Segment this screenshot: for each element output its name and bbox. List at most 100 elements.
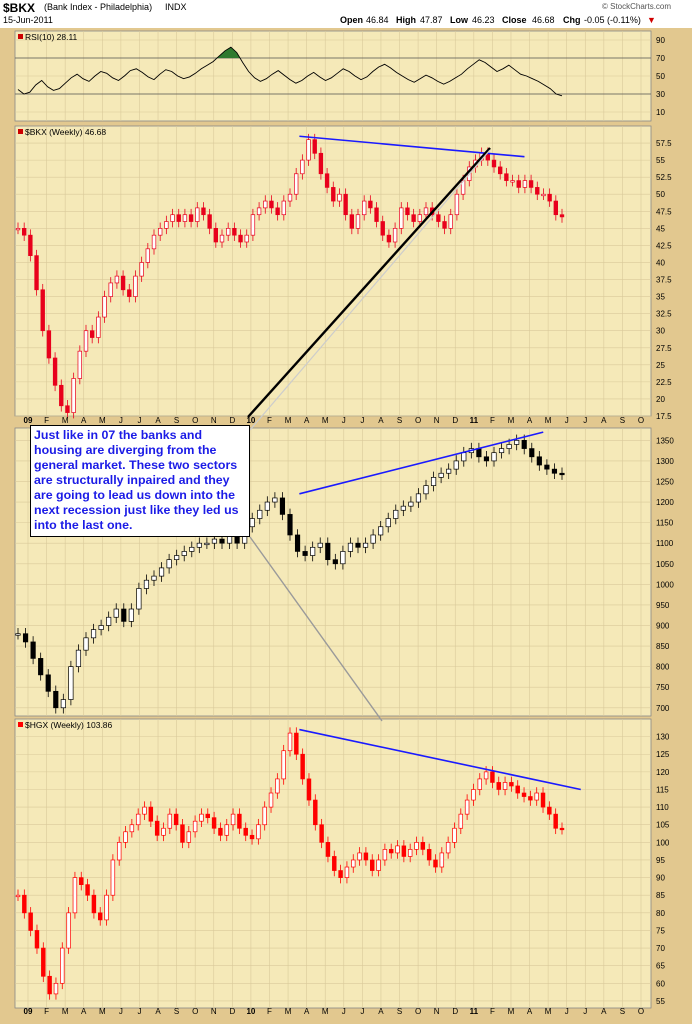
x-tick-label: J xyxy=(342,1007,346,1016)
y-tick-label: 50 xyxy=(656,72,665,81)
candle-body xyxy=(263,200,268,209)
candle-body xyxy=(15,228,21,231)
candle-body xyxy=(182,214,188,222)
candle-body xyxy=(106,616,112,626)
candle-body xyxy=(224,824,229,836)
candle-body xyxy=(237,813,242,829)
candle-body xyxy=(491,159,497,168)
candle-body xyxy=(143,579,150,589)
x-tick-label: F xyxy=(490,416,495,425)
candle-body xyxy=(123,831,128,843)
y-tick-label: 65 xyxy=(656,962,665,971)
candle-body xyxy=(256,207,262,216)
candle-body xyxy=(293,173,299,195)
candle-body xyxy=(79,877,84,885)
candle-body xyxy=(52,357,58,386)
candle-body xyxy=(349,214,355,229)
candle-body xyxy=(218,827,223,836)
x-tick-label: J xyxy=(119,416,123,425)
candle-body xyxy=(219,538,225,544)
candle-body xyxy=(116,842,122,861)
candle-body xyxy=(498,448,505,454)
candle-body xyxy=(98,912,103,921)
candle-body xyxy=(108,282,113,297)
y-tick-label: 110 xyxy=(656,803,669,812)
x-tick-label: A xyxy=(155,1007,161,1016)
candle-body xyxy=(180,824,185,843)
y-tick-label: 80 xyxy=(656,909,665,918)
candle-body xyxy=(343,193,348,216)
y-tick-label: 1300 xyxy=(656,457,674,466)
x-tick-label: M xyxy=(545,1007,552,1016)
candle-body xyxy=(497,166,503,175)
x-tick-label: M xyxy=(508,1007,515,1016)
chart-date: 15-Jun-2011 xyxy=(3,15,53,25)
candle-body xyxy=(547,806,552,815)
x-tick-label: A xyxy=(378,416,384,425)
candle-body xyxy=(22,894,27,914)
candle-body xyxy=(332,559,338,565)
y-tick-label: 120 xyxy=(656,768,670,777)
candle-body xyxy=(490,771,495,783)
panel-title: $BKX (Weekly) 46.68 xyxy=(25,127,106,137)
candle-body xyxy=(22,633,29,643)
candle-body xyxy=(66,912,71,949)
candle-body xyxy=(91,894,97,914)
x-tick-label: J xyxy=(137,416,141,425)
candle-body xyxy=(386,234,392,243)
candle-body xyxy=(158,567,165,577)
candle-body xyxy=(71,378,76,413)
candle-body xyxy=(515,785,520,794)
y-tick-label: 1150 xyxy=(656,519,674,528)
trendline xyxy=(299,728,581,791)
y-tick-label: 950 xyxy=(656,601,670,610)
candle-body xyxy=(445,842,451,854)
index-name: (Bank Index - Philadelphia) xyxy=(44,2,153,12)
down-arrow-icon: ▼ xyxy=(647,15,656,25)
candle-body xyxy=(186,831,192,843)
candle-body xyxy=(528,796,533,801)
candle-body xyxy=(195,207,200,222)
symbol: $BKX xyxy=(3,1,36,15)
candle-body xyxy=(45,674,51,692)
x-tick-label: A xyxy=(601,1007,607,1016)
candle-body xyxy=(129,824,135,833)
y-tick-label: 17.5 xyxy=(656,412,672,421)
candle-body xyxy=(77,350,83,379)
y-tick-label: 45 xyxy=(656,224,665,233)
y-tick-label: 95 xyxy=(656,856,665,865)
x-tick-label: A xyxy=(81,1007,87,1016)
candle-body xyxy=(483,771,489,780)
candle-body xyxy=(176,214,181,222)
candle-body xyxy=(104,894,109,921)
chg-label: Chg xyxy=(563,15,581,25)
candle-body xyxy=(331,187,336,202)
x-tick-label: O xyxy=(192,1007,198,1016)
x-tick-label: M xyxy=(99,416,106,425)
candle-body xyxy=(521,439,527,449)
x-tick-label: J xyxy=(565,1007,569,1016)
candle-body xyxy=(85,884,90,896)
x-tick-label: J xyxy=(342,416,346,425)
rsi-line xyxy=(17,46,563,97)
candle-body xyxy=(89,330,95,338)
y-tick-label: 70 xyxy=(656,54,665,63)
y-tick-label: 35 xyxy=(656,293,665,302)
x-tick-label: M xyxy=(545,416,552,425)
candle-body xyxy=(510,180,515,183)
candle-body xyxy=(453,460,459,470)
candle-body xyxy=(196,542,202,548)
candle-body xyxy=(102,296,107,318)
candle-body xyxy=(363,852,369,861)
y-tick-label: 125 xyxy=(656,750,670,759)
x-tick-label: J xyxy=(583,1007,587,1016)
candle-body xyxy=(411,214,416,222)
y-tick-label: 1250 xyxy=(656,477,674,486)
candle-body xyxy=(433,859,438,868)
candle-body xyxy=(256,824,261,840)
candle-body xyxy=(83,637,89,651)
candle-body xyxy=(28,912,33,931)
candle-body xyxy=(559,827,565,831)
candle-body xyxy=(154,820,160,836)
candle-body xyxy=(423,207,429,216)
